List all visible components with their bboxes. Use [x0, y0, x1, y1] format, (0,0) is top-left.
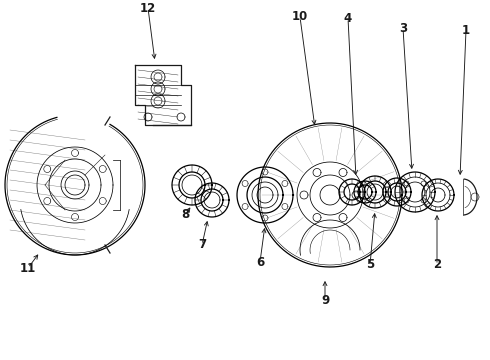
Text: 10: 10	[292, 10, 308, 23]
Text: 9: 9	[321, 293, 329, 306]
Text: 8: 8	[181, 208, 189, 221]
Text: 3: 3	[399, 22, 407, 35]
Text: 1: 1	[462, 23, 470, 36]
Text: 4: 4	[344, 12, 352, 24]
Text: 2: 2	[433, 258, 441, 271]
Text: 12: 12	[140, 1, 156, 14]
Text: 5: 5	[366, 258, 374, 271]
Text: 6: 6	[256, 256, 264, 269]
Text: 7: 7	[198, 238, 206, 252]
Text: 11: 11	[20, 261, 36, 274]
